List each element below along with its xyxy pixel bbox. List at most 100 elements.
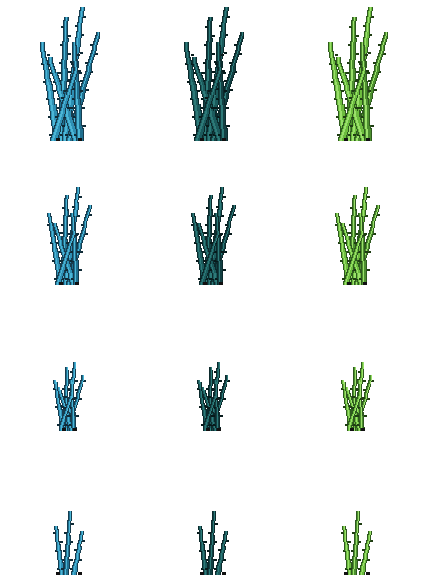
blade-highlight-pixel	[333, 66, 334, 70]
blade-highlight-pixel	[338, 219, 339, 223]
blade-highlight-pixel	[366, 248, 367, 252]
blade-highlight-pixel	[209, 221, 210, 225]
blade-highlight-pixel	[218, 371, 219, 375]
blade-highlight-pixel	[363, 260, 364, 264]
blade-highlight-pixel	[362, 45, 363, 49]
blade-highlight-pixel	[53, 69, 54, 73]
blade-highlight-pixel	[84, 227, 85, 231]
blade-highlight-pixel	[62, 421, 63, 425]
blade-highlight-pixel	[74, 54, 75, 58]
blade-highlight-pixel	[73, 418, 74, 422]
blade-highlight-pixel	[75, 362, 76, 366]
blade-highlight-pixel	[77, 113, 79, 117]
blade-highlight-pixel	[218, 137, 220, 141]
spike-pixel	[201, 424, 204, 426]
spike-pixel	[199, 406, 202, 408]
blade-highlight-pixel	[78, 131, 80, 135]
blade-highlight-pixel	[81, 92, 82, 96]
blade-highlight-pixel	[53, 239, 54, 243]
root-pixel	[344, 138, 348, 141]
blade-highlight-pixel	[87, 214, 88, 218]
blade-highlight-pixel	[365, 110, 367, 114]
spike-pixel	[233, 214, 236, 216]
blade-highlight-pixel	[77, 398, 78, 402]
blade-highlight-pixel	[220, 199, 221, 203]
blade-highlight-pixel	[221, 122, 223, 126]
blade-highlight-pixel	[94, 44, 95, 48]
blade-highlight-pixel	[219, 404, 220, 408]
blade-highlight-pixel	[340, 116, 342, 120]
spike-pixel	[75, 389, 78, 391]
blade-body-pixel	[358, 128, 365, 132]
blade-highlight-pixel	[198, 242, 199, 246]
spike-pixel	[60, 260, 63, 262]
blade-highlight-pixel	[220, 206, 221, 210]
spike-pixel	[354, 242, 357, 244]
spike-pixel	[89, 214, 92, 216]
blade-highlight-pixel	[353, 26, 354, 30]
spike-pixel	[353, 269, 356, 271]
blade-highlight-pixel	[216, 403, 217, 407]
blade-highlight-pixel	[352, 50, 353, 54]
blade-highlight-pixel	[189, 66, 190, 70]
blade-highlight-pixel	[347, 90, 349, 94]
blade-highlight-pixel	[206, 266, 207, 270]
blade-highlight-pixel	[212, 248, 213, 252]
blade-highlight-pixel	[367, 22, 368, 26]
root-pixel	[363, 282, 367, 285]
blade-highlight-pixel	[76, 87, 77, 91]
blade-highlight-pixel	[195, 63, 196, 67]
blade-highlight-pixel	[60, 242, 61, 246]
blade-highlight-pixel	[221, 37, 222, 41]
blade-highlight-pixel	[218, 42, 219, 46]
blade-highlight-pixel	[231, 71, 232, 75]
spike-pixel	[377, 214, 380, 216]
blade-highlight-pixel	[77, 104, 79, 108]
blade-highlight-pixel	[222, 392, 223, 396]
blade-highlight-pixel	[73, 406, 74, 410]
blade-highlight-pixel	[86, 74, 87, 78]
blade-highlight-pixel	[345, 263, 346, 267]
blade-highlight-pixel	[67, 370, 68, 374]
spike-pixel	[346, 72, 349, 74]
blade-highlight-pixel	[343, 251, 344, 255]
blade-highlight-pixel	[205, 424, 206, 428]
blade-body-pixel	[208, 128, 215, 132]
blade-highlight-pixel	[209, 218, 210, 222]
spike-pixel	[68, 215, 71, 217]
blade-highlight-pixel	[213, 401, 214, 405]
blade-highlight-pixel	[353, 233, 354, 237]
blade-highlight-pixel	[340, 66, 341, 70]
spike-pixel	[60, 232, 63, 234]
spike-pixel	[356, 215, 359, 217]
spike-pixel	[90, 44, 93, 46]
blade-highlight-pixel	[353, 224, 354, 228]
blade-highlight-pixel	[82, 233, 83, 237]
blade-highlight-pixel	[218, 231, 219, 235]
blade-highlight-pixel	[76, 95, 77, 99]
blade-highlight-pixel	[345, 266, 346, 270]
blade-highlight-pixel	[80, 16, 81, 20]
blade-highlight-pixel	[49, 213, 50, 217]
blade-highlight-pixel	[219, 362, 220, 366]
blade-highlight-pixel	[346, 232, 347, 236]
blade-highlight-pixel	[219, 263, 220, 267]
blade-highlight-pixel	[76, 199, 77, 203]
blade-highlight-pixel	[86, 217, 87, 221]
blade-highlight-pixel	[210, 113, 212, 117]
blade-highlight-pixel	[73, 412, 74, 416]
spike-pixel	[222, 70, 225, 72]
blade-highlight-pixel	[211, 379, 212, 383]
blade-highlight-pixel	[219, 275, 220, 279]
blade-highlight-pixel	[216, 385, 217, 389]
blade-highlight-pixel	[232, 211, 233, 215]
spike-pixel	[196, 260, 199, 262]
blade-highlight-pixel	[201, 263, 202, 267]
blade-highlight-pixel	[60, 131, 62, 135]
spike-pixel	[62, 207, 65, 209]
blade-highlight-pixel	[217, 227, 218, 231]
blade-highlight-pixel	[188, 60, 189, 64]
blade-highlight-pixel	[82, 380, 83, 384]
spike-pixel	[54, 278, 57, 280]
blade-highlight-pixel	[354, 212, 355, 216]
